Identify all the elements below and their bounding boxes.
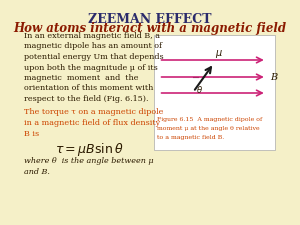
Text: orientation of this moment with: orientation of this moment with bbox=[24, 85, 153, 92]
Text: B: B bbox=[270, 72, 277, 81]
FancyBboxPatch shape bbox=[154, 35, 275, 150]
Text: upon both the magnitude μ of its: upon both the magnitude μ of its bbox=[24, 63, 158, 72]
Text: Figure 6.15  A magnetic dipole of: Figure 6.15 A magnetic dipole of bbox=[157, 117, 262, 122]
Text: How atoms interact with a magnetic field: How atoms interact with a magnetic field bbox=[14, 22, 286, 35]
Text: $\mu$: $\mu$ bbox=[215, 48, 223, 60]
Text: $\tau = \mu B \sin\theta$: $\tau = \mu B \sin\theta$ bbox=[55, 141, 124, 158]
Text: potential energy Um that depends: potential energy Um that depends bbox=[24, 53, 164, 61]
Text: The torque τ on a magnetic dipole: The torque τ on a magnetic dipole bbox=[24, 108, 163, 117]
Text: magnetic  moment  and  the: magnetic moment and the bbox=[24, 74, 138, 82]
Text: in a magnetic field of flux density: in a magnetic field of flux density bbox=[24, 119, 160, 127]
Text: where θ  is the angle between μ: where θ is the angle between μ bbox=[24, 157, 153, 165]
Text: respect to the field (Fig. 6.15).: respect to the field (Fig. 6.15). bbox=[24, 95, 148, 103]
Text: $\theta$: $\theta$ bbox=[196, 84, 203, 95]
Text: ZEEMAN EFFECT: ZEEMAN EFFECT bbox=[88, 13, 212, 26]
Text: magnetic dipole has an amount of: magnetic dipole has an amount of bbox=[24, 43, 162, 50]
Text: In an external magnetic field B, a: In an external magnetic field B, a bbox=[24, 32, 160, 40]
Text: and B.: and B. bbox=[24, 167, 50, 176]
Text: to a magnetic field B.: to a magnetic field B. bbox=[157, 135, 224, 140]
Text: moment μ at the angle θ relative: moment μ at the angle θ relative bbox=[157, 126, 260, 131]
Text: B is: B is bbox=[24, 130, 39, 137]
